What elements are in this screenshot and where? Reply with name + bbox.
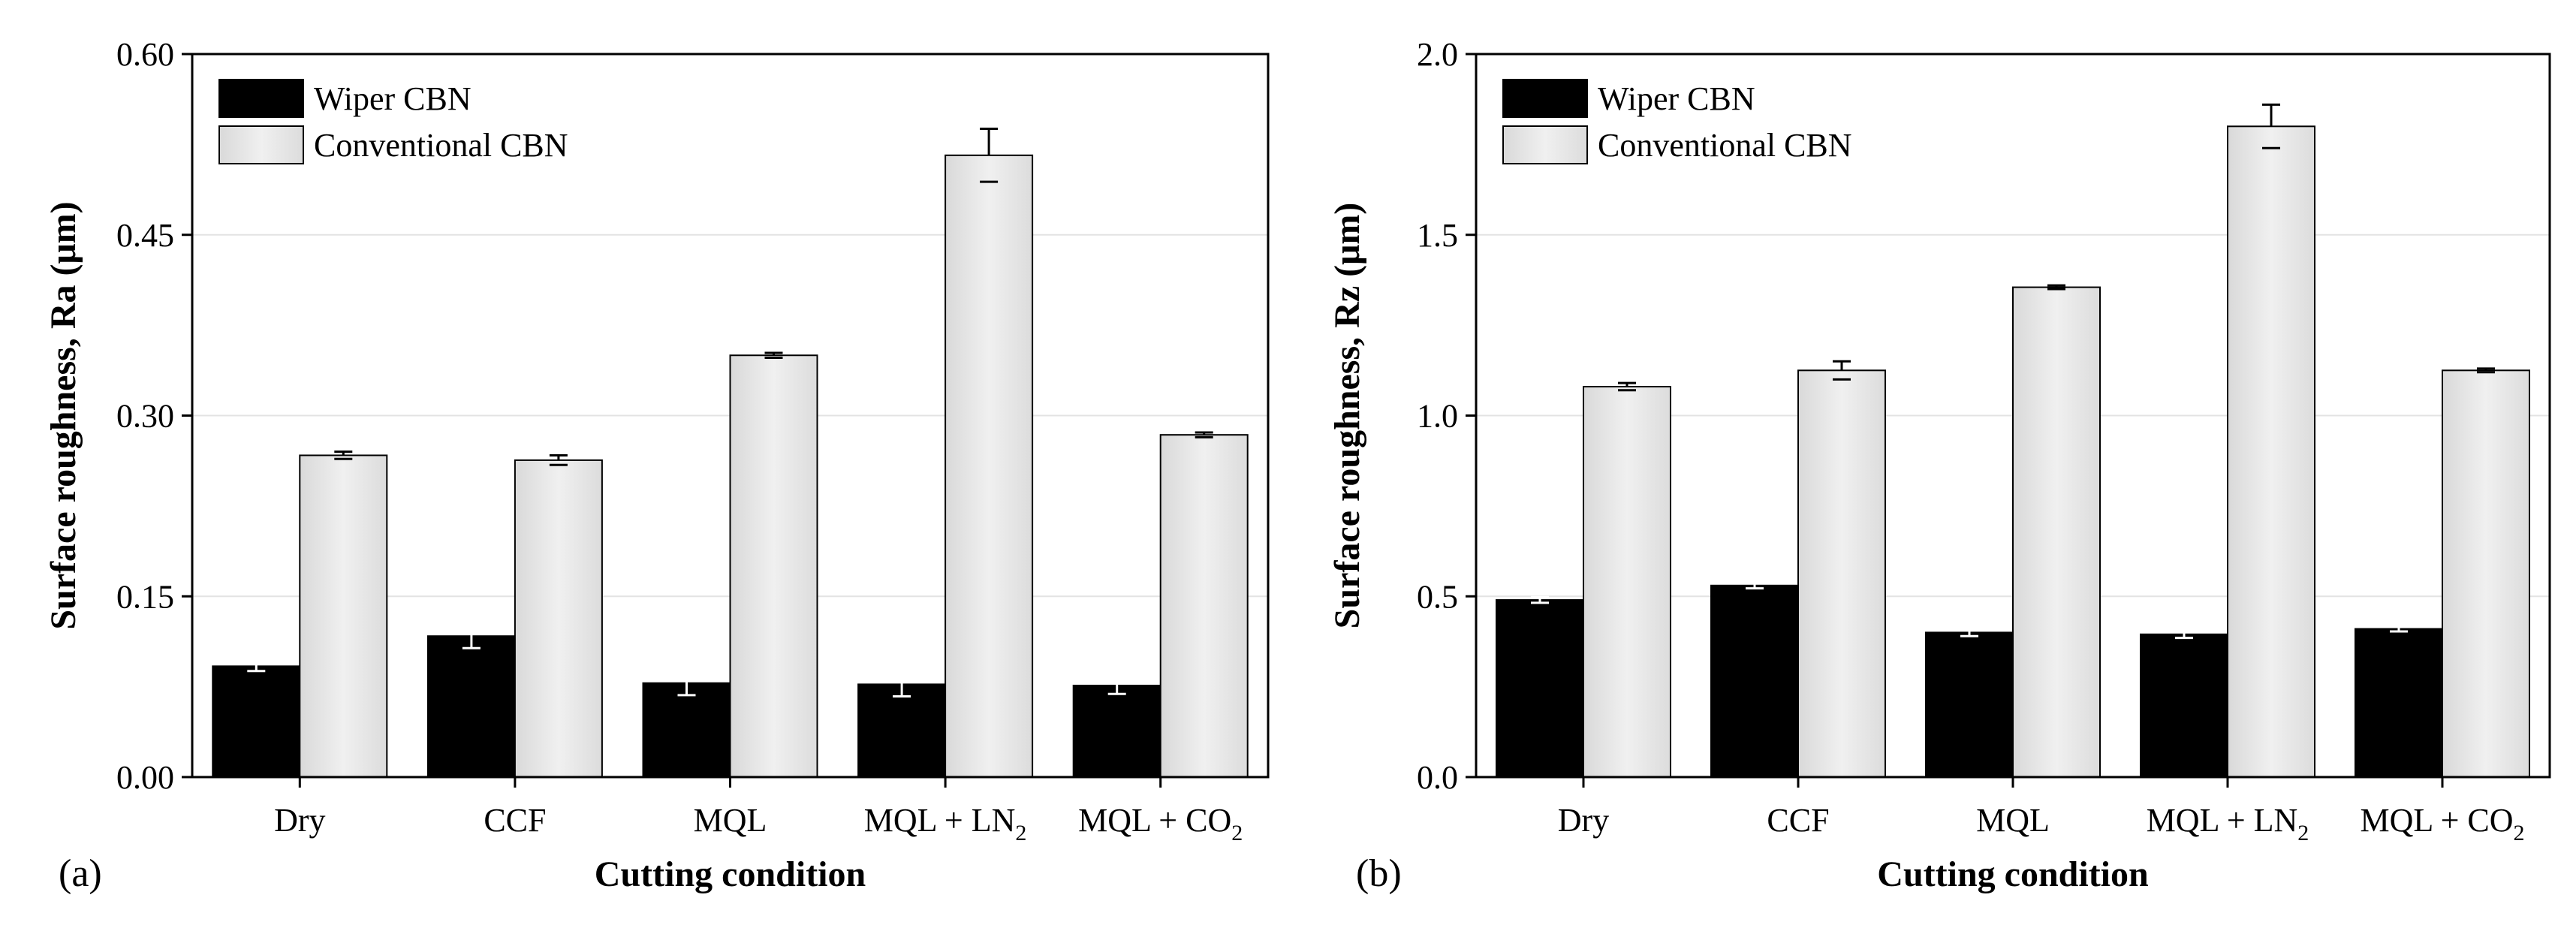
legend-swatch-conventional-cbn	[218, 125, 304, 164]
y-axis-title: Surface roughness, Ra (μm)	[44, 201, 83, 629]
panel-label: (b)	[1356, 852, 1402, 895]
x-axis-title: Cutting condition	[1877, 854, 2148, 894]
error-bar	[2477, 367, 2495, 374]
error-bar	[334, 450, 353, 460]
error-bar	[893, 670, 911, 697]
bar-wiper-cbn	[2355, 628, 2443, 779]
bar-wiper-cbn	[212, 665, 301, 779]
legend: Wiper CBN Conventional CBN	[1502, 79, 1852, 164]
y-tick-label: 0.60	[116, 36, 174, 73]
y-tick-label: 1.0	[1417, 398, 1458, 435]
error-bar	[764, 351, 783, 359]
bar-wiper-cbn	[642, 682, 731, 778]
bar-wiper-cbn	[1496, 599, 1584, 778]
y-tick-label: 2.0	[1417, 36, 1458, 73]
x-tick-label: CCF	[1767, 802, 1829, 839]
bar-conventional-cbn	[1797, 369, 1886, 778]
x-tick-label: MQL + CO2	[1078, 802, 1243, 845]
bar-conventional-cbn	[2442, 369, 2530, 778]
y-axis-title: Surface roughness, Rz (μm)	[1327, 203, 1367, 629]
error-bar	[1195, 431, 1213, 438]
x-tick-label: MQL + CO2	[2360, 802, 2524, 845]
bar-conventional-cbn	[2012, 286, 2101, 778]
error-bar	[1107, 676, 1126, 695]
legend-label: Wiper CBN	[1598, 80, 1755, 117]
error-bar	[247, 660, 266, 673]
x-tick-label: MQL + LN2	[2147, 802, 2309, 845]
y-tick-label: 0.00	[116, 759, 174, 796]
y-tick-label: 0.45	[116, 217, 174, 254]
bar-conventional-cbn	[945, 154, 1034, 778]
x-tick-label: MQL	[694, 802, 767, 839]
error-bar	[1618, 381, 1636, 392]
legend-swatch-conventional-cbn	[1502, 125, 1588, 164]
legend-swatch-wiper-cbn	[218, 79, 304, 118]
error-bar	[549, 453, 568, 466]
error-bar	[2390, 625, 2408, 633]
legend-label: Conventional CBN	[1598, 127, 1852, 164]
x-axis-title: Cutting condition	[595, 854, 866, 894]
error-bar	[2175, 629, 2193, 640]
error-bar	[980, 128, 999, 183]
error-bar	[2262, 103, 2280, 149]
bar-wiper-cbn	[1710, 584, 1799, 778]
bar-conventional-cbn	[1159, 434, 1249, 778]
bar-conventional-cbn	[2227, 125, 2315, 779]
error-bar	[1531, 595, 1549, 604]
bar-wiper-cbn	[426, 635, 516, 779]
x-tick-label: Dry	[274, 802, 325, 839]
error-bar	[1833, 360, 1851, 381]
y-tick-label: 0.30	[116, 398, 174, 435]
panel-label: (a)	[59, 852, 102, 895]
legend: Wiper CBN Conventional CBN	[218, 79, 568, 164]
bar-wiper-cbn	[2140, 633, 2228, 778]
x-tick-label: MQL	[1976, 802, 2050, 839]
x-tick-label: CCF	[484, 802, 546, 839]
chart-panel-a: Dry CCF MQL MQL + LN2 MQL + CO2 0.00 0.15 0.30 0…	[44, 36, 1270, 895]
legend-label: Wiper CBN	[314, 80, 472, 117]
bar-wiper-cbn	[1925, 631, 2014, 779]
chart-panel-b: Dry CCF MQL MQL + LN2 MQL + CO2 0.0 0.5 1.0 1.5 2…	[1327, 36, 2551, 895]
x-tick-label: Dry	[1558, 802, 1609, 839]
y-tick-label: 1.5	[1417, 217, 1458, 254]
bar-conventional-cbn	[1583, 385, 1671, 778]
legend-label: Conventional CBN	[314, 127, 568, 164]
error-bar	[1960, 628, 1978, 637]
error-bar	[2047, 284, 2065, 291]
x-tick-label: MQL + LN2	[864, 802, 1027, 845]
y-tick-label: 0.5	[1417, 578, 1458, 615]
bar-conventional-cbn	[514, 459, 603, 778]
error-bar	[462, 622, 481, 649]
bar-conventional-cbn	[299, 454, 388, 779]
y-tick-label: 0.15	[116, 578, 174, 615]
error-bar	[1746, 581, 1764, 590]
bar-wiper-cbn	[857, 683, 947, 778]
y-tick-label: 0.0	[1417, 759, 1458, 796]
bar-wiper-cbn	[1072, 685, 1161, 779]
legend-swatch-wiper-cbn	[1502, 79, 1588, 118]
bar-conventional-cbn	[729, 354, 818, 778]
error-bar	[677, 670, 696, 697]
